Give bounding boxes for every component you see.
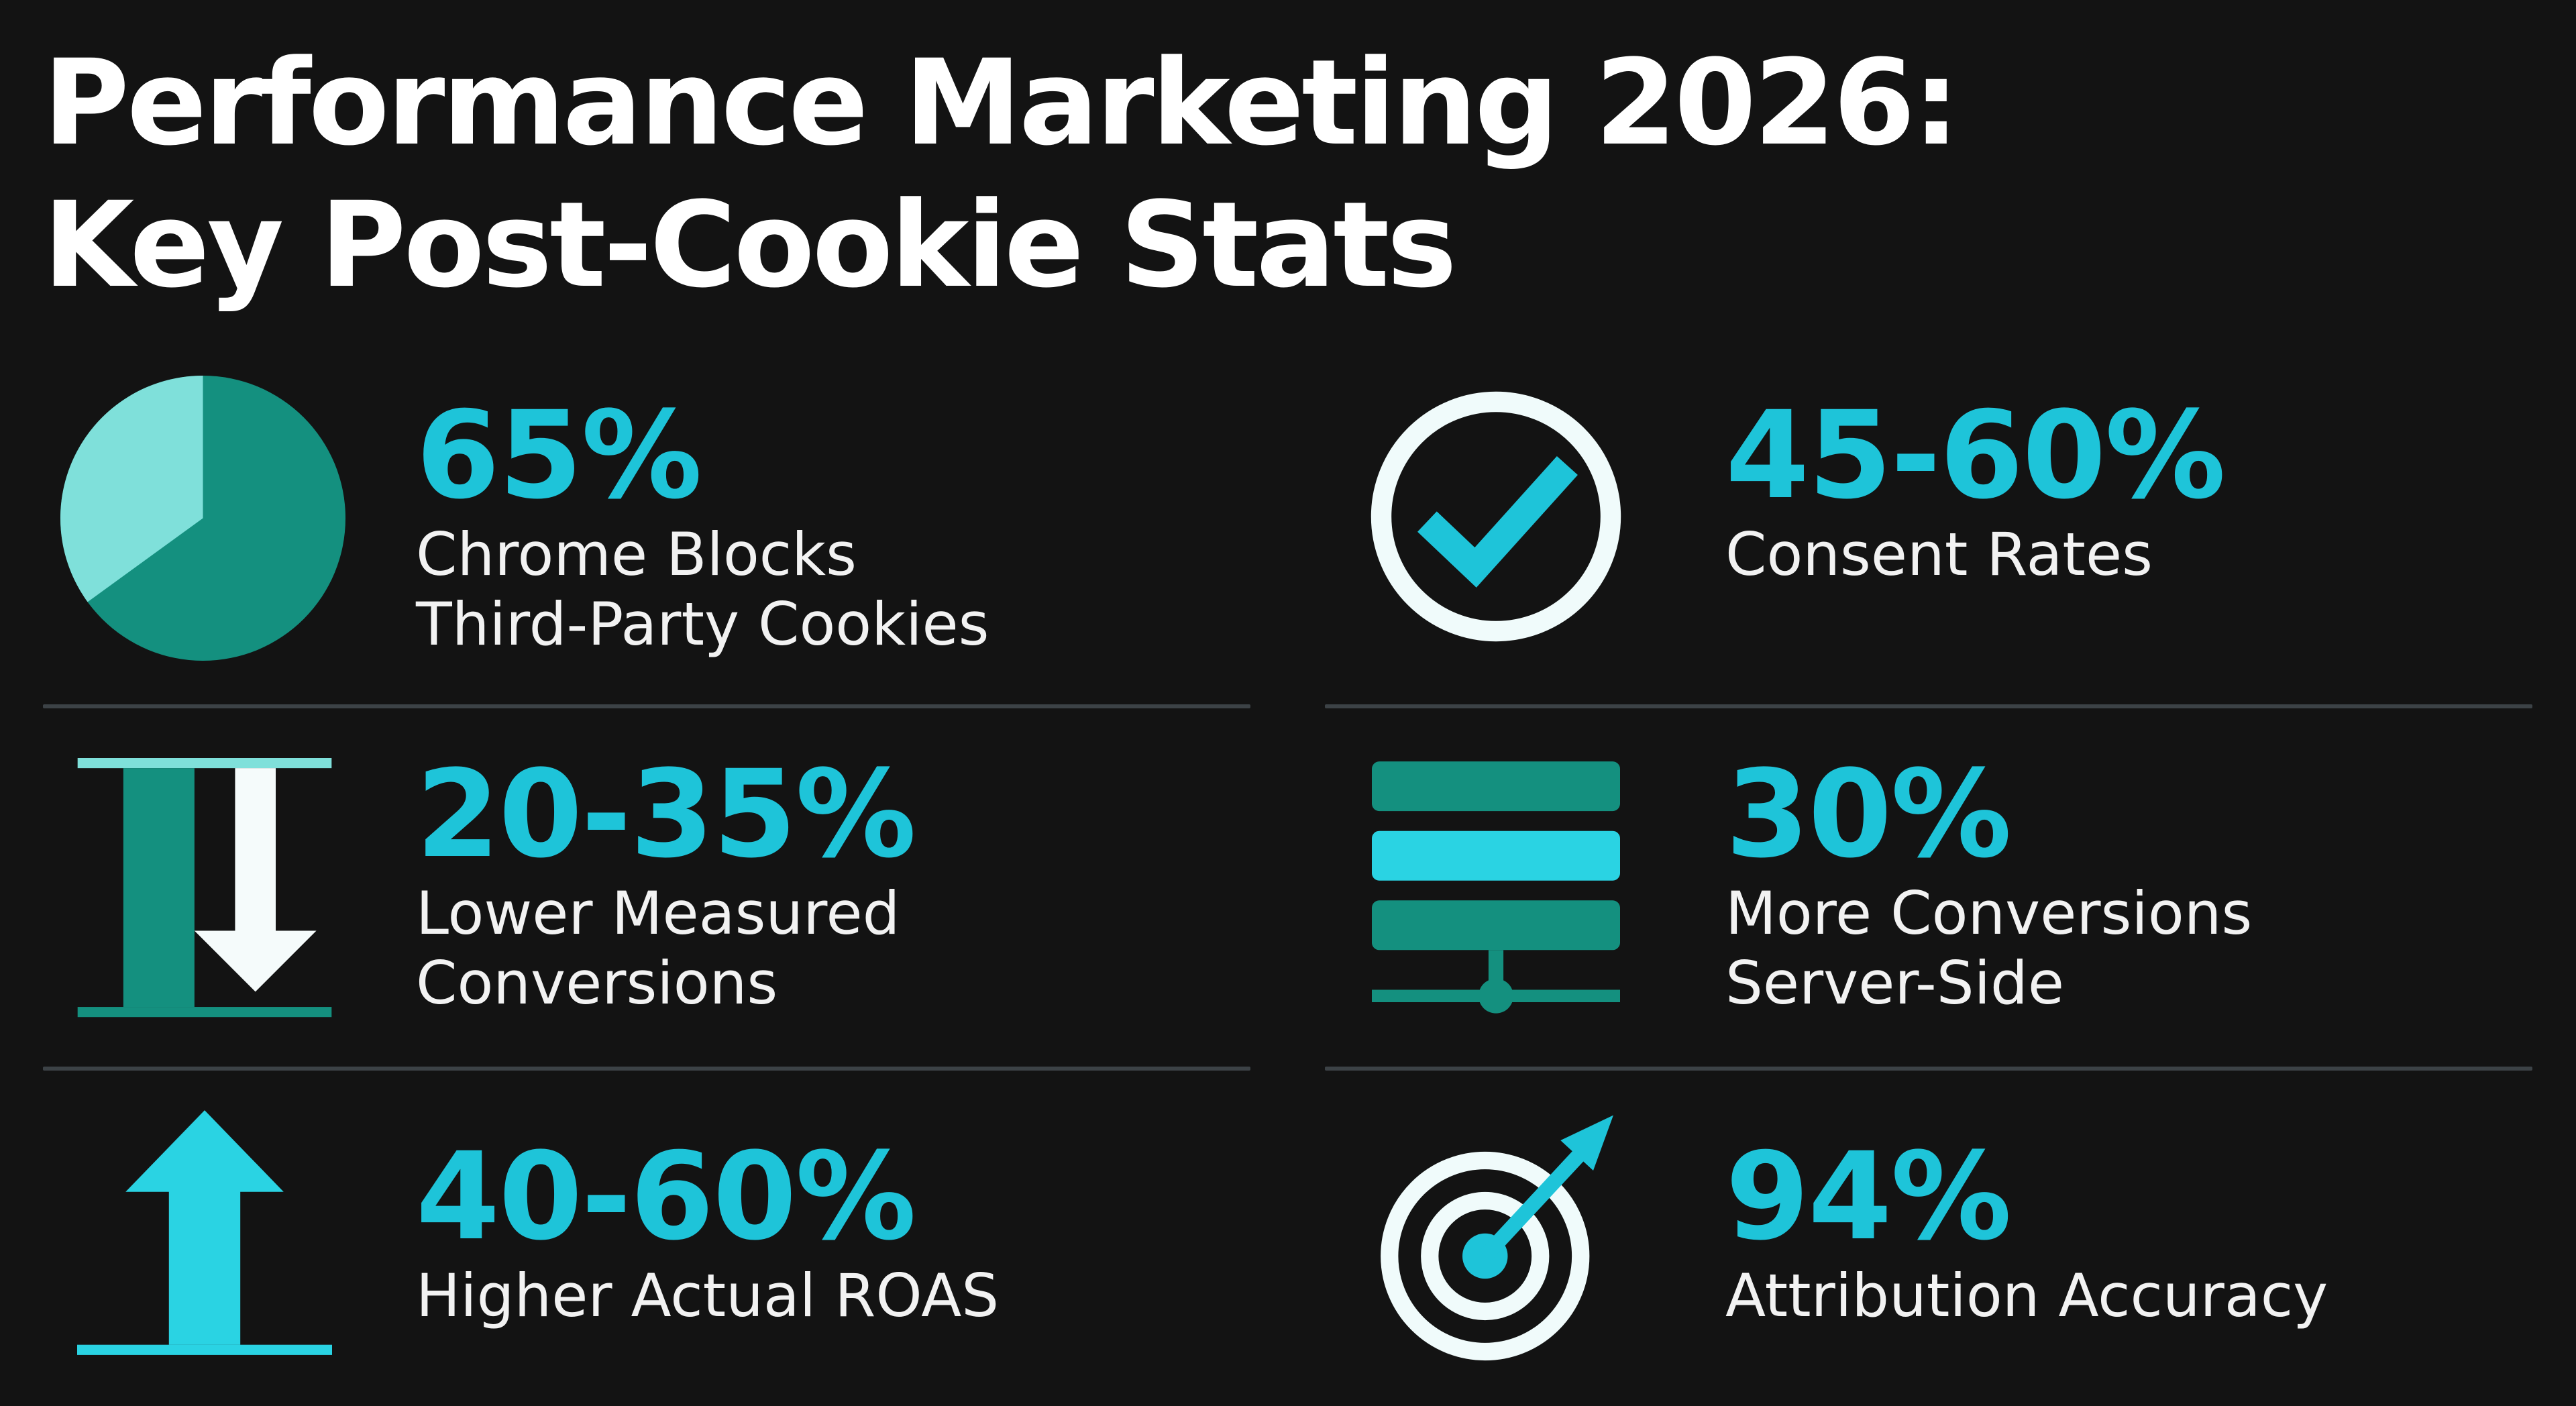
pie-chart-icon [60,376,345,661]
stat-label-line-1: Lower Measured [416,879,900,948]
stat-lower-measured: 20-35% Lower Measured Conversions [416,745,916,1018]
page-title: Performance Marketing 2026: Key Post-Coo… [43,32,2458,317]
stat-label-line-1: Chrome Blocks [416,520,857,589]
check-circle-icon [1368,389,1623,644]
stat-value: 45-60% [1725,386,2226,526]
stat-label-line-2: Conversions [416,949,778,1018]
stat-attribution-accuracy: 94% Attribution Accuracy [1725,1134,2328,1331]
stat-higher-roas: 40-60% Higher Actual ROAS [416,1134,999,1331]
stat-value: 94% [1725,1127,2012,1267]
stat-label-line-2: Third-Party Cookies [416,590,989,659]
stat-value: 65% [416,386,702,526]
stat-value: 30% [1725,745,2012,885]
up-arrow-icon [77,1110,332,1355]
stat-chrome-blocks: 65% Chrome Blocks Third-Party Cookies [416,392,989,659]
down-arrow-icon [77,758,332,1020]
stat-consent-rates: 45-60% Consent Rates [1725,386,2226,590]
stat-value: 40-60% [416,1127,916,1267]
divider-right-2 [1325,1067,2532,1071]
divider-left-2 [43,1067,1250,1071]
stat-server-side: 30% More Conversions Server-Side [1725,751,2252,1018]
stat-label-line-1: Attribution Accuracy [1725,1261,2328,1330]
stat-label-line-1: Consent Rates [1725,520,2153,589]
target-icon [1368,1110,1627,1362]
stat-value: 20-35% [416,745,916,885]
stat-label-line-1: More Conversions [1725,879,2253,948]
divider-right-1 [1325,704,2532,708]
title-line-1: Performance Marketing 2026: [43,34,1960,172]
divider-left-1 [43,704,1250,708]
stat-label-line-1: Higher Actual ROAS [416,1261,1000,1330]
stat-label-line-2: Server-Side [1725,949,2065,1018]
title-line-2: Key Post-Cookie Stats [43,176,1457,314]
server-icon [1372,761,1620,1020]
